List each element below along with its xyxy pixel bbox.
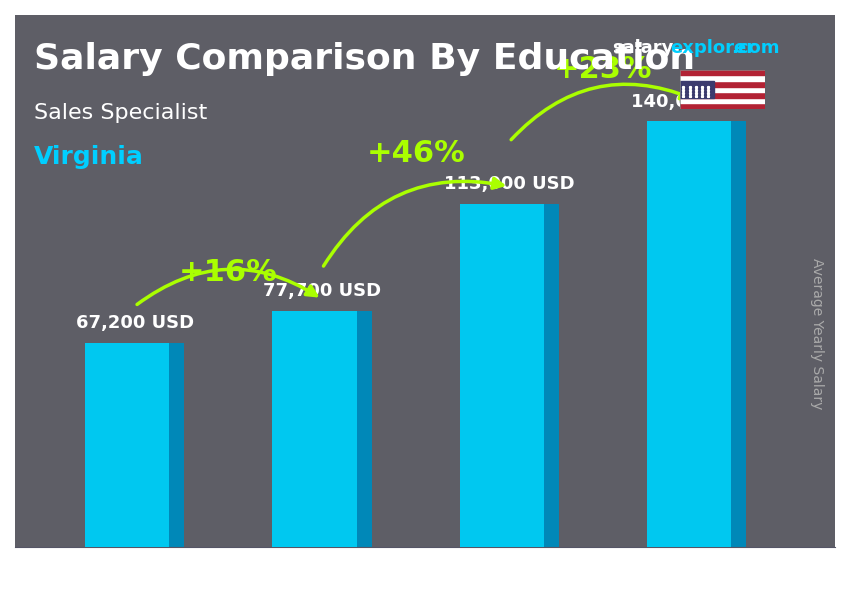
Bar <box>647 121 731 547</box>
Text: Salary Comparison By Education: Salary Comparison By Education <box>34 42 695 76</box>
Text: +16%: +16% <box>179 258 278 287</box>
Text: 77,700 USD: 77,700 USD <box>263 282 381 301</box>
Text: Sales Specialist: Sales Specialist <box>34 103 207 123</box>
Bar <box>680 104 765 109</box>
Polygon shape <box>731 121 746 547</box>
Bar <box>680 87 765 92</box>
Bar <box>680 81 714 98</box>
Bar <box>85 343 169 547</box>
Text: 113,000 USD: 113,000 USD <box>444 175 575 193</box>
Text: 67,200 USD: 67,200 USD <box>76 315 194 332</box>
Text: +46%: +46% <box>366 139 465 168</box>
Text: 140,000 USD: 140,000 USD <box>632 93 762 111</box>
Bar <box>680 92 765 98</box>
Bar <box>680 81 765 87</box>
Text: salary: salary <box>612 39 673 58</box>
Polygon shape <box>169 343 184 547</box>
Text: Average Yearly Salary: Average Yearly Salary <box>811 258 824 409</box>
Text: .com: .com <box>731 39 779 58</box>
Bar <box>680 75 765 81</box>
Text: explorer: explorer <box>670 39 755 58</box>
Text: Virginia: Virginia <box>34 145 144 170</box>
Bar <box>680 98 765 104</box>
Bar <box>680 70 765 75</box>
Polygon shape <box>544 204 558 547</box>
Text: +23%: +23% <box>553 55 652 84</box>
Polygon shape <box>357 311 371 547</box>
Bar <box>272 311 357 547</box>
Bar <box>460 204 544 547</box>
